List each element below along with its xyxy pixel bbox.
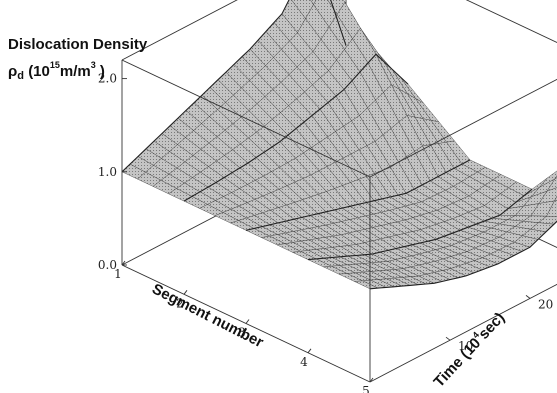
- x-axis-label: Segment number: [149, 280, 266, 351]
- axis-ticks: 0.0 1.0 2.0 1 2 3 4 5 10 20: [98, 72, 553, 393]
- x-tick-label: 1: [114, 267, 122, 281]
- x-tick-mark: [183, 290, 188, 295]
- surface-gridline-x: [183, 53, 409, 202]
- x-tick-label: 3: [238, 326, 246, 340]
- surface-gridline-x: [121, 0, 347, 173]
- box-edge-back-top-left: [121, 0, 238, 61]
- y-tick-label: 20: [538, 297, 553, 311]
- y-tick-label: 10: [458, 339, 473, 353]
- surface-facet: [310, 0, 317, 5]
- z-tick-label: 1.0: [98, 165, 117, 179]
- x-tick-label: 2: [176, 296, 184, 310]
- y-axis-label: Time (104sec): [429, 308, 508, 391]
- surface-facet: [546, 177, 557, 192]
- y-tick-mark: [525, 295, 531, 299]
- box-edge-back-top-right: [465, 0, 557, 44]
- surface-gridline-x: [307, 188, 533, 261]
- surface-facet: [554, 195, 557, 202]
- y-tick-mark: [445, 336, 451, 341]
- x-tick-label: 5: [362, 384, 370, 393]
- box-edge-front-top-left: [121, 59, 371, 178]
- z-axis-label: ρd (1015m/m3 ): [8, 60, 105, 82]
- z-tick-label: 0.0: [98, 258, 117, 272]
- x-tick-mark: [369, 377, 374, 383]
- surface-mesh: [121, 0, 557, 290]
- chart-title: Dislocation Density: [8, 36, 148, 53]
- surface-gridline-x: [245, 159, 471, 231]
- x-tick-mark: [121, 260, 126, 266]
- x-tick-mark: [307, 348, 312, 354]
- x-tick-mark: [245, 319, 250, 324]
- x-tick-label: 4: [300, 355, 308, 369]
- z-tick-label: 2.0: [98, 72, 117, 86]
